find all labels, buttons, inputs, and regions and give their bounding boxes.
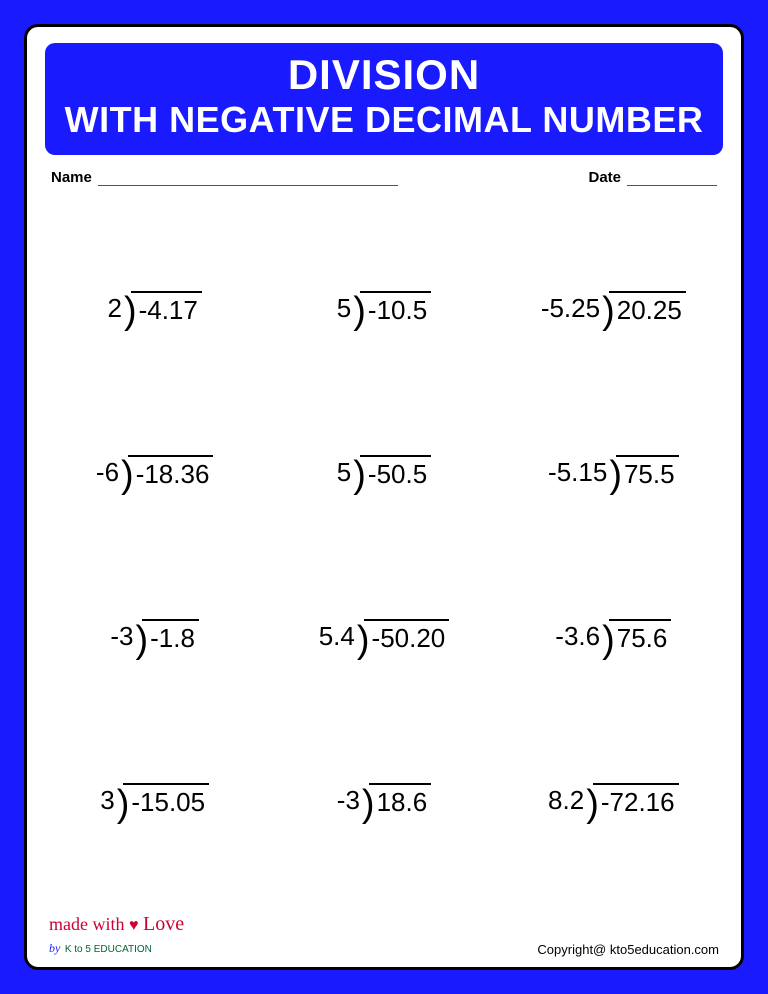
divisor: 5.4 [319,621,357,652]
division-bracket-icon: ) [121,462,134,488]
problem-10: 3 ) -15.05 [45,719,264,883]
problem-8: 5.4 ) -50.20 [274,555,493,719]
division-bracket-icon: ) [353,298,366,324]
dividend: -15.05 [123,783,209,818]
division-bracket-icon: ) [124,298,137,324]
division-bracket-icon: ) [357,627,370,653]
date-input-line[interactable] [627,170,717,186]
divisor: -3 [337,785,362,816]
brand-name: K to 5 EDUCATION [65,944,152,955]
problem-12: 8.2 ) -72.16 [504,719,723,883]
divisor: -5.15 [548,457,609,488]
divisor: -5.25 [541,293,602,324]
dividend: -4.17 [131,291,202,326]
division-bracket-icon: ) [586,791,599,817]
divisor: 3 [100,785,116,816]
dividend: -50.20 [364,619,450,654]
dividend: 18.6 [369,783,432,818]
title-banner: DIVISION WITH NEGATIVE DECIMAL NUMBER [45,43,723,155]
name-field: Name [51,169,398,186]
division-bracket-icon: ) [353,462,366,488]
problem-7: -3 ) -1.8 [45,555,264,719]
problem-6: -5.15 ) 75.5 [504,390,723,554]
dividend: -50.5 [360,455,431,490]
by-text: by [49,941,60,955]
problem-9: -3.6 ) 75.6 [504,555,723,719]
dividend: 75.6 [609,619,672,654]
title-line-2: WITH NEGATIVE DECIMAL NUMBER [55,99,713,141]
division-bracket-icon: ) [135,627,148,653]
brand-logo: made with ♥ Love by K to 5 EDUCATION [49,913,184,957]
heart-icon: ♥ [129,917,139,934]
divisor: 2 [107,293,123,324]
title-line-1: DIVISION [55,51,713,99]
divisor: 8.2 [548,785,586,816]
division-bracket-icon: ) [609,462,622,488]
dividend: -72.16 [593,783,679,818]
love-text: Love [143,913,184,935]
divisor: -3 [110,621,135,652]
date-label: Date [588,169,621,186]
problem-5: 5 ) -50.5 [274,390,493,554]
name-input-line[interactable] [98,170,398,186]
division-bracket-icon: ) [602,298,615,324]
problems-grid: 2 ) -4.17 5 ) -10.5 -5.25 ) 20.25 -6 ) - [45,186,723,913]
dividend: -1.8 [142,619,199,654]
problem-2: 5 ) -10.5 [274,226,493,390]
made-with-text: made with [49,914,124,934]
dividend: -10.5 [360,291,431,326]
problem-4: -6 ) -18.36 [45,390,264,554]
problem-3: -5.25 ) 20.25 [504,226,723,390]
footer: made with ♥ Love by K to 5 EDUCATION Cop… [45,913,723,957]
date-field: Date [588,169,717,186]
dividend: -18.36 [128,455,214,490]
worksheet-page: DIVISION WITH NEGATIVE DECIMAL NUMBER Na… [24,24,744,970]
info-row: Name Date [45,169,723,186]
division-bracket-icon: ) [362,791,375,817]
problem-11: -3 ) 18.6 [274,719,493,883]
dividend: 20.25 [609,291,686,326]
dividend: 75.5 [616,455,679,490]
problem-1: 2 ) -4.17 [45,226,264,390]
divisor: -6 [96,457,121,488]
division-bracket-icon: ) [117,791,130,817]
divisor: -3.6 [555,621,602,652]
copyright-text: Copyright@ kto5education.com [537,942,719,957]
name-label: Name [51,169,92,186]
division-bracket-icon: ) [602,627,615,653]
divisor: 5 [337,293,353,324]
divisor: 5 [337,457,353,488]
